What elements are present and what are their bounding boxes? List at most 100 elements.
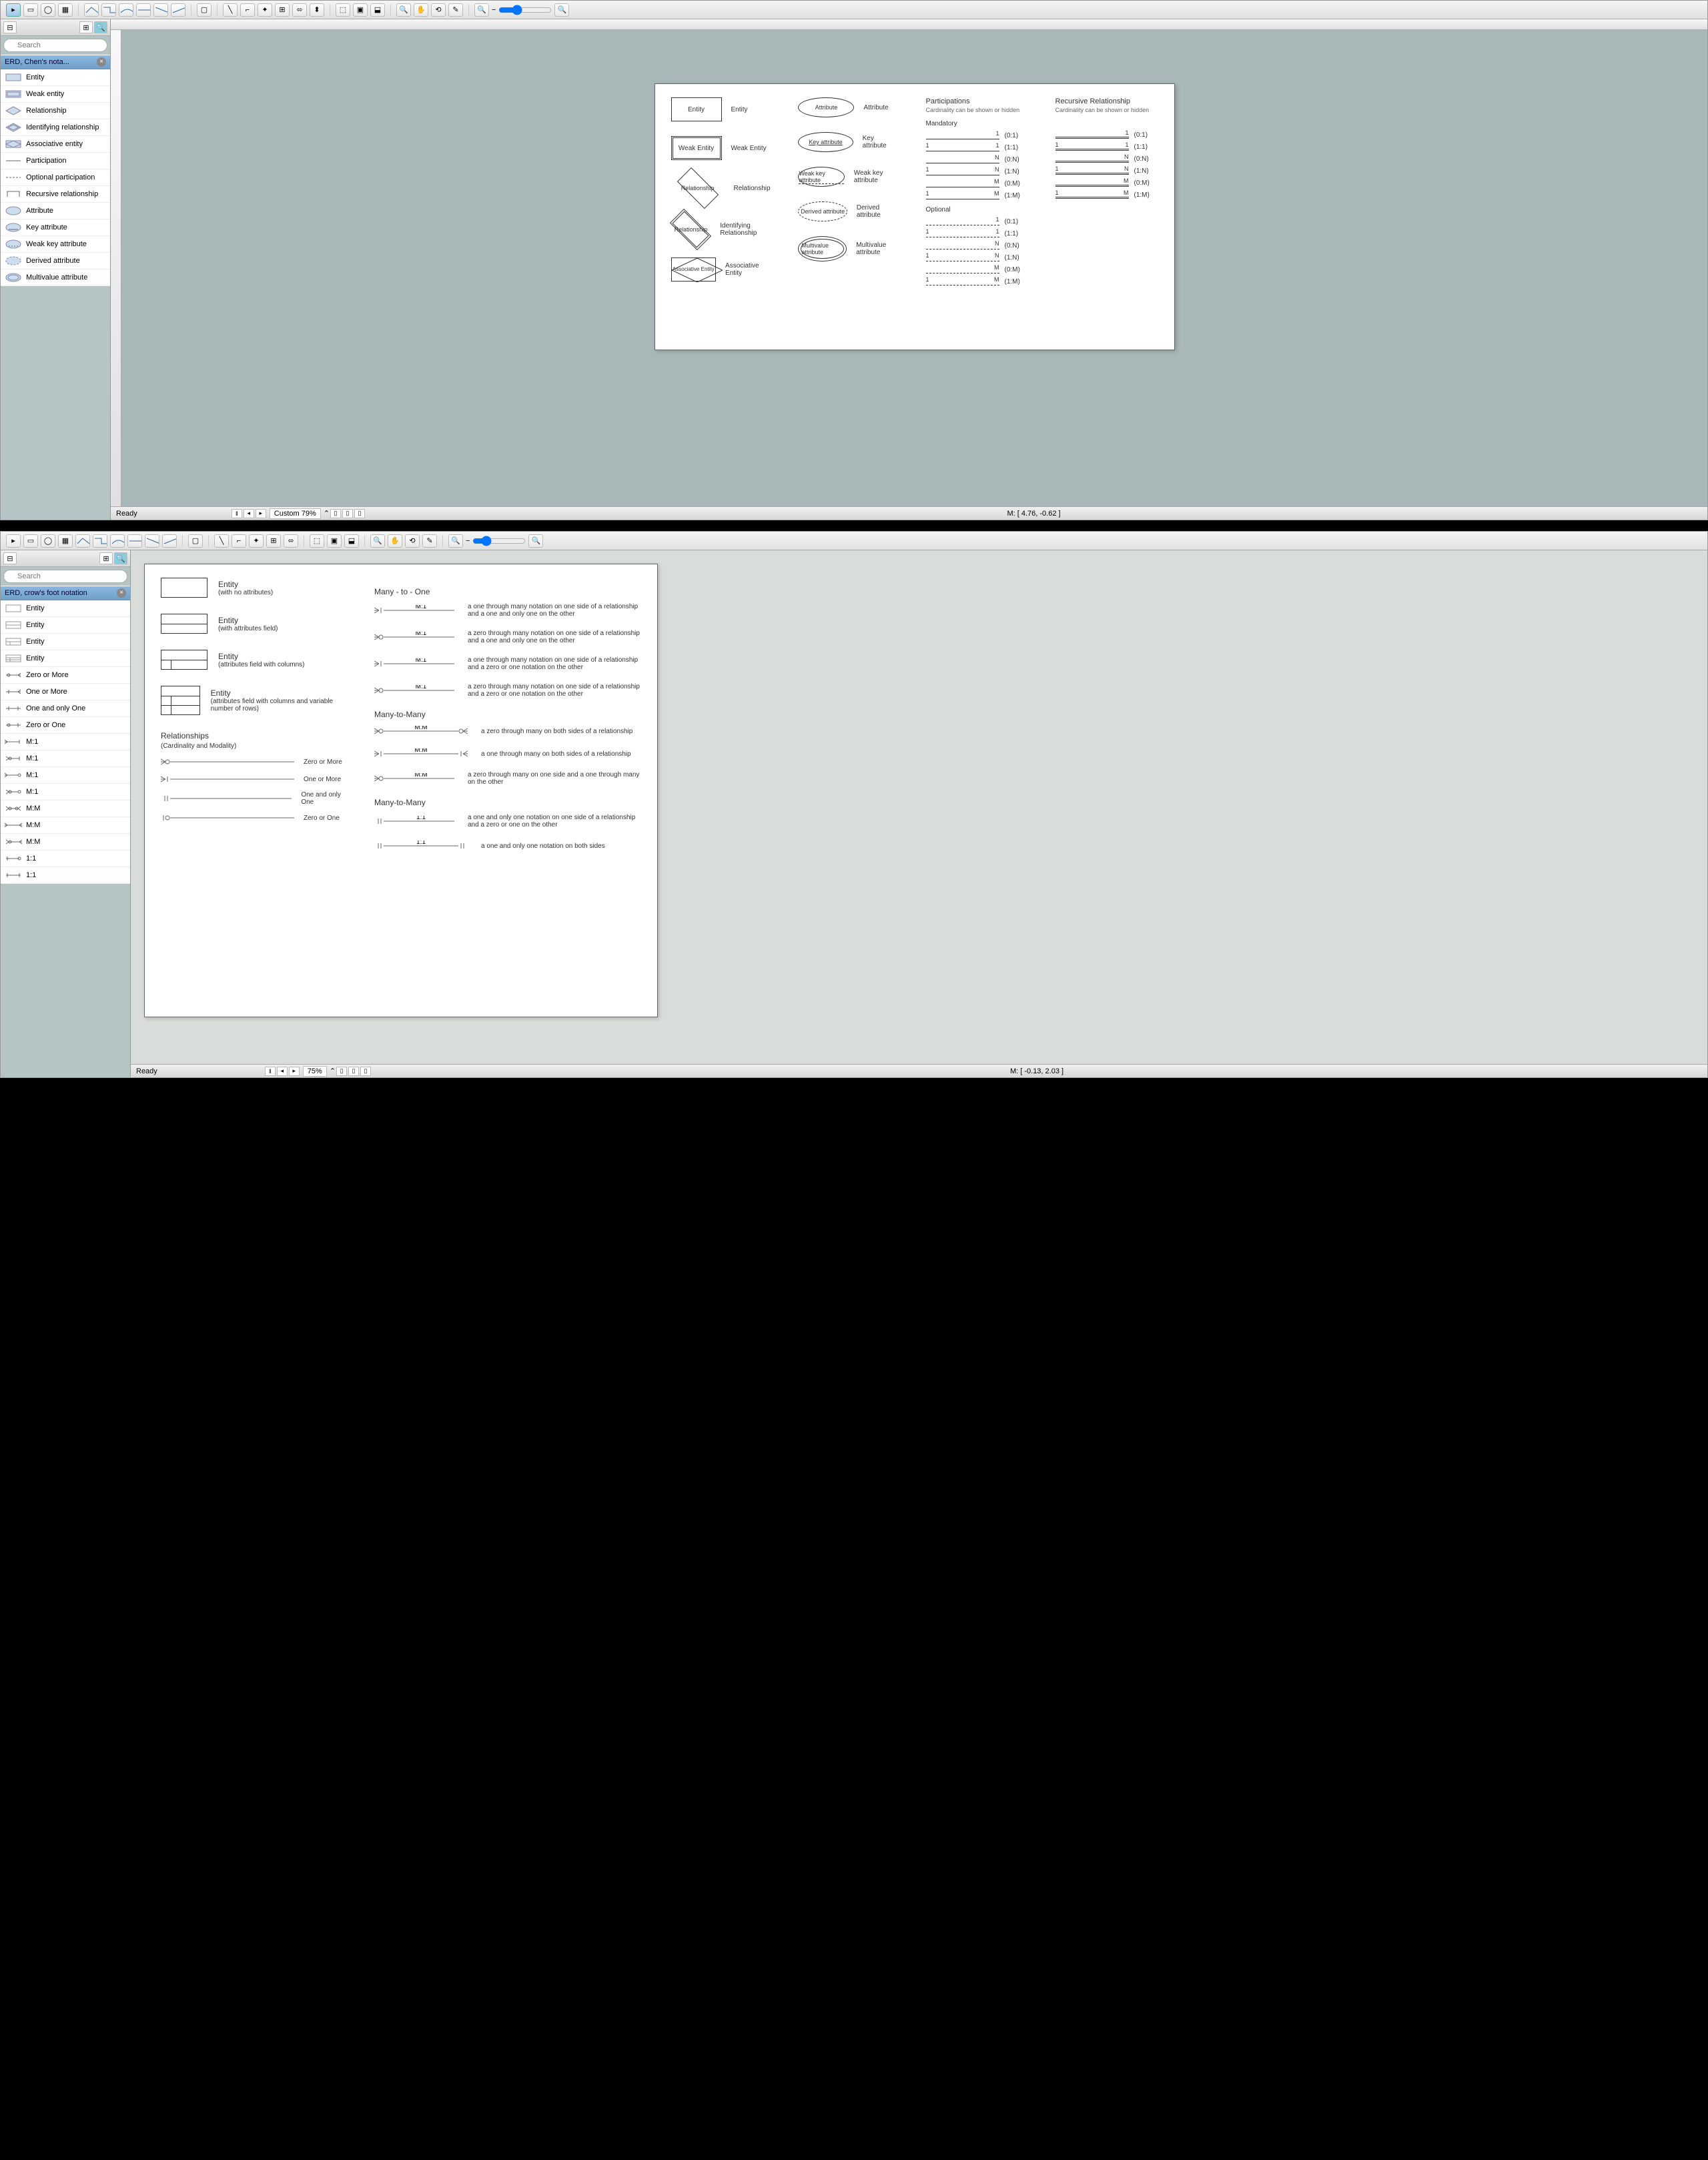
tool-ellipse[interactable]: ◯ [41, 3, 55, 17]
library-item[interactable]: M:M [1, 817, 130, 834]
library-item[interactable]: 1:1 [1, 851, 130, 867]
tool-line-5[interactable]: ⬄ [284, 534, 298, 548]
tool-rect[interactable]: ▭ [23, 534, 38, 548]
tool-connector-5[interactable] [153, 3, 168, 17]
tool-line-1[interactable]: ╲ [214, 534, 229, 548]
tool-line-3[interactable]: ✦ [258, 3, 272, 17]
tool-line-5[interactable]: ⬄ [292, 3, 307, 17]
library-item[interactable]: Zero or More [1, 667, 130, 684]
tool-group-2[interactable]: ▣ [353, 3, 368, 17]
zoom-in[interactable]: 🔍 [528, 534, 543, 548]
tool-group-2[interactable]: ▣ [327, 534, 342, 548]
library-item[interactable]: Entity [1, 617, 130, 634]
sidebar-tab-search[interactable]: 🔍 [114, 552, 127, 564]
tool-connector-4[interactable] [127, 534, 142, 548]
tool-ellipse[interactable]: ◯ [41, 534, 55, 548]
tool-connector-2[interactable] [93, 534, 107, 548]
tool-line-3[interactable]: ✦ [249, 534, 264, 548]
canvas[interactable]: Entity Entity Weak Entity Weak Entity Re… [121, 30, 1707, 506]
zoom-slider[interactable] [498, 5, 552, 15]
tool-rect[interactable]: ▭ [23, 3, 38, 17]
library-item[interactable]: Derived attribute [1, 253, 110, 269]
library-item[interactable]: One and only One [1, 700, 130, 717]
view-mode-3[interactable]: ▯ [360, 1067, 371, 1076]
library-item[interactable]: Optional participation [1, 169, 110, 186]
search-input[interactable] [3, 39, 107, 52]
tool-eyedrop[interactable]: ✎ [422, 534, 437, 548]
tool-connector-6[interactable] [162, 534, 177, 548]
tool-image[interactable]: ▢ [197, 3, 211, 17]
view-mode-2[interactable]: ▯ [348, 1067, 359, 1076]
tool-group-3[interactable]: ⬓ [370, 3, 385, 17]
tool-pointer[interactable]: ▸ [6, 3, 21, 17]
library-item[interactable]: Weak entity [1, 86, 110, 103]
zoom-in[interactable]: 🔍 [554, 3, 569, 17]
tool-rotate[interactable]: ⟲ [405, 534, 420, 548]
library-item[interactable]: M:1 [1, 750, 130, 767]
sidebar-tab-search[interactable]: 🔍 [94, 21, 107, 33]
tool-connector-5[interactable] [145, 534, 159, 548]
library-header[interactable]: ERD, Chen's nota... × [1, 55, 110, 69]
zoom-slider[interactable] [472, 536, 526, 546]
tool-line-2[interactable]: ⌐ [240, 3, 255, 17]
view-mode-1[interactable]: ▯ [330, 509, 341, 518]
view-mode-1[interactable]: ▯ [336, 1067, 347, 1076]
tool-table[interactable]: ▦ [58, 3, 73, 17]
tool-zoom[interactable]: 🔍 [396, 3, 411, 17]
library-item[interactable]: M:1 [1, 767, 130, 784]
view-mode-3[interactable]: ▯ [354, 509, 365, 518]
zoom-out[interactable]: 🔍 [448, 534, 463, 548]
library-item[interactable]: Entity [1, 600, 130, 617]
page-first[interactable]: ‖ [232, 509, 242, 518]
page-prev[interactable]: ◂ [244, 509, 254, 518]
tool-group-1[interactable]: ⬚ [336, 3, 350, 17]
page-first[interactable]: ‖ [265, 1067, 276, 1076]
library-item[interactable]: Associative entity [1, 136, 110, 153]
tool-connector-1[interactable] [75, 534, 90, 548]
library-item[interactable]: M:M [1, 800, 130, 817]
library-item[interactable]: Weak key attribute [1, 236, 110, 253]
library-item[interactable]: 1:1 [1, 867, 130, 884]
tool-connector-2[interactable] [101, 3, 116, 17]
page-next[interactable]: ▸ [256, 509, 266, 518]
library-item[interactable]: Key attribute [1, 219, 110, 236]
zoom-out[interactable]: 🔍 [474, 3, 489, 17]
tool-hand[interactable]: ✋ [388, 534, 402, 548]
sidebar-tab-grid[interactable]: ⊞ [79, 21, 93, 33]
library-item[interactable]: Zero or One [1, 717, 130, 734]
library-item[interactable]: M:1 [1, 784, 130, 800]
status-zoom[interactable]: 75% [303, 1066, 327, 1077]
sidebar-tab-tree[interactable]: ⊟ [3, 21, 17, 33]
library-header[interactable]: ERD, crow's foot notation × [1, 586, 130, 600]
tool-pointer[interactable]: ▸ [6, 534, 21, 548]
tool-zoom[interactable]: 🔍 [370, 534, 385, 548]
tool-connector-4[interactable] [136, 3, 151, 17]
tool-connector-3[interactable] [119, 3, 133, 17]
tool-line-4[interactable]: ⊞ [275, 3, 290, 17]
library-close-icon[interactable]: × [117, 588, 126, 598]
tool-group-1[interactable]: ⬚ [310, 534, 324, 548]
library-item[interactable]: Attribute [1, 203, 110, 219]
library-item[interactable]: One or More [1, 684, 130, 700]
library-item[interactable]: M:M [1, 834, 130, 851]
library-close-icon[interactable]: × [97, 57, 106, 67]
tool-table[interactable]: ▦ [58, 534, 73, 548]
library-item[interactable]: Identifying relationship [1, 119, 110, 136]
tool-connector-6[interactable] [171, 3, 185, 17]
search-input[interactable] [3, 570, 127, 583]
tool-group-3[interactable]: ⬓ [344, 534, 359, 548]
sidebar-tab-tree[interactable]: ⊟ [3, 552, 17, 564]
canvas[interactable]: Entity(with no attributes)Entity(with at… [131, 550, 1707, 1064]
tool-line-2[interactable]: ⌐ [232, 534, 246, 548]
library-item[interactable]: Relationship [1, 103, 110, 119]
tool-connector-1[interactable] [84, 3, 99, 17]
library-item[interactable]: Multivalue attribute [1, 269, 110, 286]
page-prev[interactable]: ◂ [277, 1067, 288, 1076]
view-mode-2[interactable]: ▯ [342, 509, 353, 518]
tool-eyedrop[interactable]: ✎ [448, 3, 463, 17]
page-next[interactable]: ▸ [289, 1067, 300, 1076]
tool-line-1[interactable]: ╲ [223, 3, 238, 17]
library-item[interactable]: Entity [1, 634, 130, 650]
library-item[interactable]: Participation [1, 153, 110, 169]
library-item[interactable]: M:1 [1, 734, 130, 750]
